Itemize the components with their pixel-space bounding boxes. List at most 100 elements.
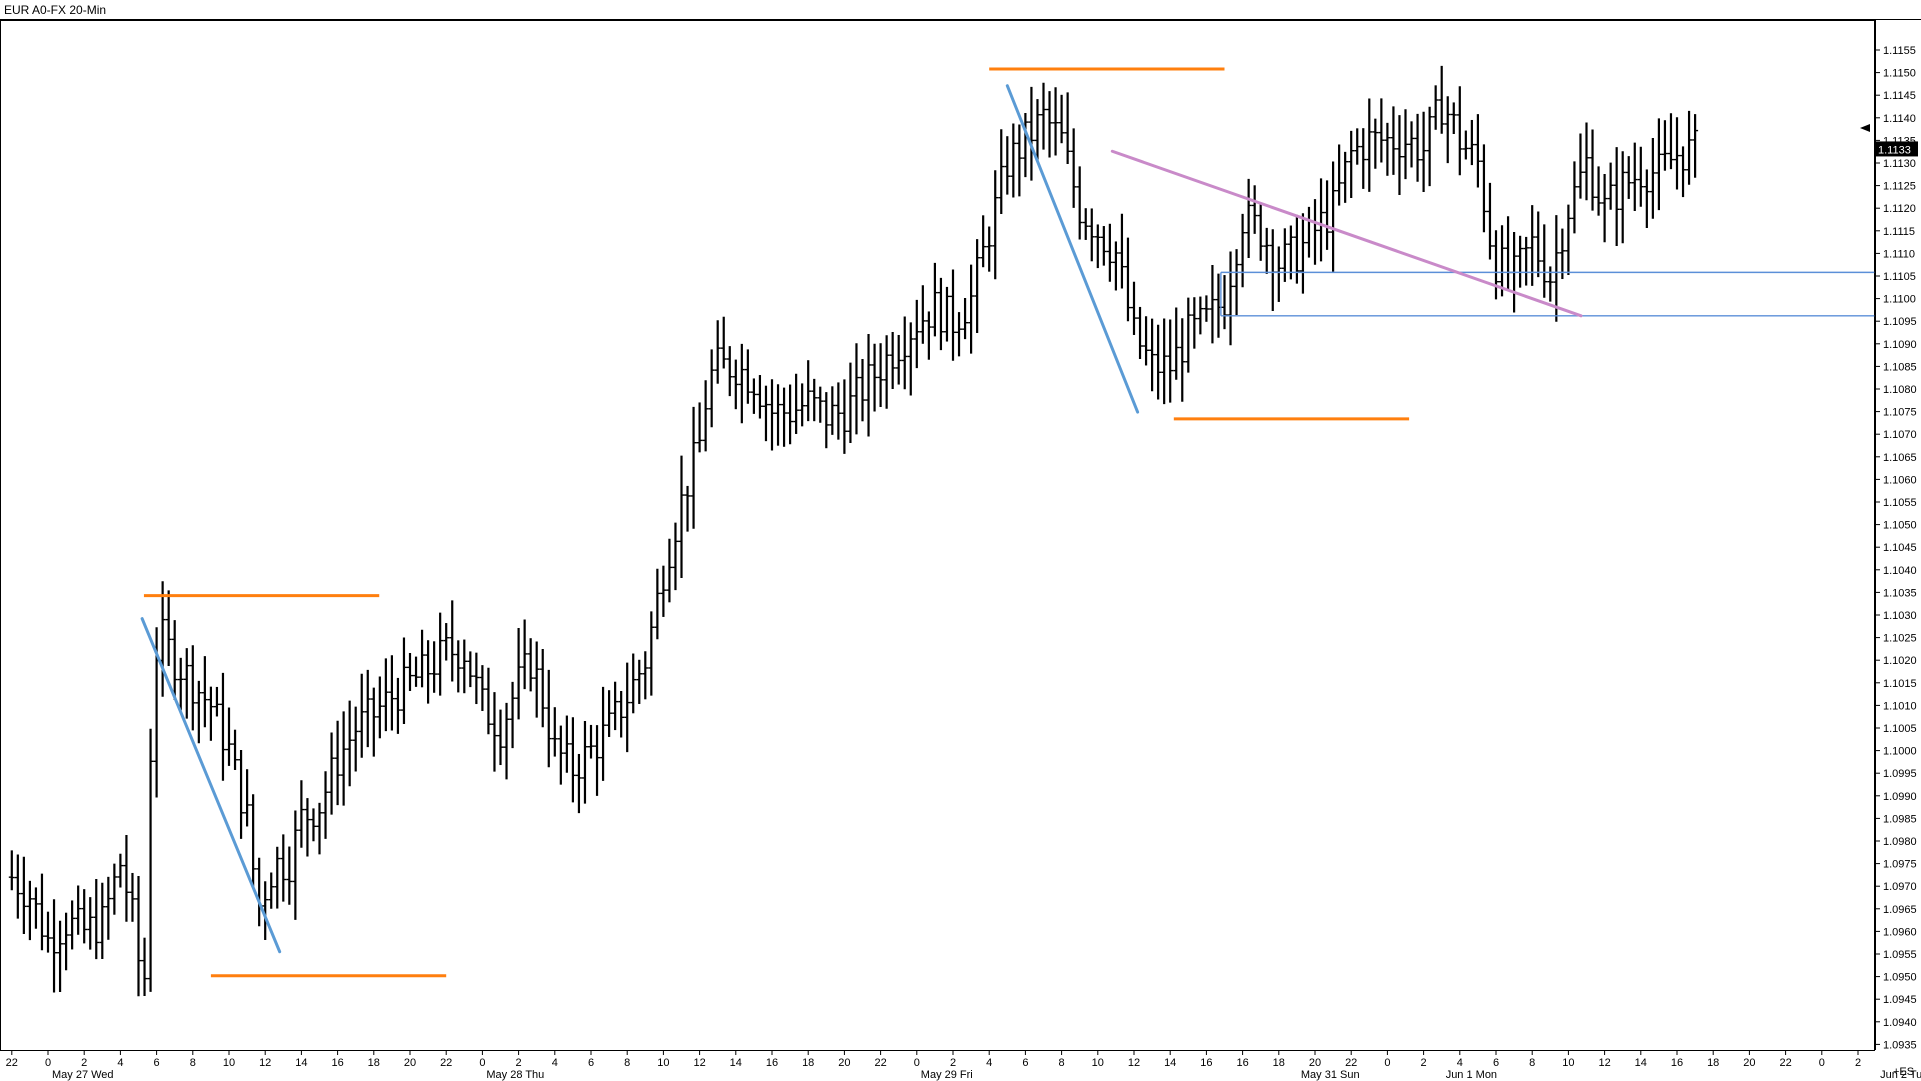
ohlc-bar <box>1535 211 1542 278</box>
ohlc-bar <box>32 887 39 929</box>
ohlc-bar <box>1058 94 1065 144</box>
ohlc-bar <box>304 798 311 857</box>
ohlc-bar <box>340 711 347 806</box>
hour-tick-label: 16 <box>766 1057 778 1069</box>
ohlc-bar <box>57 920 64 992</box>
ohlc-bar <box>262 881 269 940</box>
price-tick-label: 1.1020 <box>1883 655 1917 667</box>
hour-tick-label: 10 <box>223 1057 235 1069</box>
ohlc-bar <box>1076 166 1083 240</box>
price-tick-label: 1.0975 <box>1883 859 1917 871</box>
hour-tick-label: 20 <box>838 1057 850 1069</box>
hour-tick-label: 10 <box>1562 1057 1574 1069</box>
ohlc-bar <box>1185 297 1192 373</box>
ohlc-bar <box>1143 316 1150 366</box>
hour-tick-label: 4 <box>986 1057 992 1069</box>
price-tick-label: 1.0980 <box>1883 836 1917 848</box>
ohlc-bar <box>382 658 389 732</box>
ohlc-bar <box>1022 112 1029 178</box>
ohlc-bar <box>238 750 245 839</box>
ohlc-bar <box>1541 224 1548 298</box>
ohlc-bar <box>1088 208 1095 262</box>
price-tick-label: 1.1155 <box>1883 45 1916 57</box>
ohlc-bar <box>177 657 184 711</box>
ohlc-bar <box>527 638 534 692</box>
price-tick-label: 1.1115 <box>1883 226 1915 238</box>
ohlc-bar <box>1100 226 1107 266</box>
ohlc-bar <box>1571 161 1578 234</box>
last-price-label: 1.1133 <box>1878 144 1911 156</box>
ohlc-bar <box>762 385 769 442</box>
price-tick-label: 1.0950 <box>1883 972 1917 984</box>
ohlc-bar <box>594 725 601 796</box>
hour-tick-label: 8 <box>190 1057 196 1069</box>
ohlc-bar <box>8 850 15 891</box>
hour-tick-label: 10 <box>657 1057 669 1069</box>
ohlc-bar <box>117 853 124 888</box>
corner-label: +ES <box>1893 1066 1914 1078</box>
date-label: Jun 2 Tue <box>1880 1069 1921 1081</box>
price-tick-label: 1.1055 <box>1883 497 1917 509</box>
ohlc-bar <box>129 872 136 922</box>
hour-tick-label: 4 <box>552 1057 558 1069</box>
ohlc-bar <box>75 885 82 935</box>
ohlc-bar <box>1655 118 1662 211</box>
ohlc-bar <box>1372 118 1379 169</box>
price-tick-label: 1.1145 <box>1883 90 1916 102</box>
price-tick-label: 1.1120 <box>1883 203 1916 215</box>
ohlc-bar <box>461 639 468 694</box>
ohlc-bar <box>1565 204 1572 275</box>
ohlc-bar <box>1034 99 1041 161</box>
ohlc-bar <box>557 725 564 785</box>
ohlc-bar <box>1040 82 1047 150</box>
ohlc-bar <box>195 680 202 744</box>
last-price-marker: 1.1133 <box>1860 124 1918 157</box>
ohlc-bar <box>515 628 522 720</box>
ohlc-bar <box>732 359 739 410</box>
ohlc-bar <box>1131 281 1137 335</box>
ohlc-bar <box>606 690 613 737</box>
ohlc-bar <box>1167 319 1174 403</box>
ohlc-bar <box>998 129 1005 214</box>
ohlc-bar <box>871 343 878 412</box>
ohlc-bar <box>467 651 474 688</box>
ohlc-bar <box>581 721 588 804</box>
ohlc-bar <box>189 645 196 731</box>
price-tick-label: 1.1080 <box>1883 384 1917 396</box>
ohlc-bar <box>298 780 305 848</box>
ohlc-bar <box>545 669 552 768</box>
ohlc-bar <box>853 343 860 435</box>
ohlc-bar <box>141 937 148 996</box>
hour-tick-label: 0 <box>479 1057 485 1069</box>
ohlc-bar <box>292 810 299 920</box>
ohlc-bar <box>165 590 172 666</box>
ohlc-bar <box>817 386 824 423</box>
ohlc-bar <box>835 382 842 440</box>
ohlc-bar <box>1251 185 1258 234</box>
hour-tick-label: 16 <box>1236 1057 1248 1069</box>
price-tick-label: 1.1025 <box>1883 633 1917 645</box>
ohlc-bar <box>51 899 58 993</box>
ohlc-bar <box>1318 178 1325 262</box>
hour-tick-label: 8 <box>1059 1057 1065 1069</box>
price-tick-label: 1.1075 <box>1883 407 1917 419</box>
date-label: May 31 Sun <box>1301 1069 1360 1081</box>
ohlc-bar <box>1221 275 1228 330</box>
hour-tick-label: 2 <box>1421 1057 1427 1069</box>
ohlc-bar <box>738 343 745 424</box>
trendline <box>140 617 282 954</box>
ohlc-bar <box>859 358 866 422</box>
ohlc-bar <box>183 648 190 719</box>
ohlc-bar <box>1137 306 1144 359</box>
ohlc-bar <box>123 835 130 922</box>
time-axis: 22 0 2 4 6 8 10 12 14 16 18 20 22 0 2 4 6 8 10 12 14 16 18 20 22… <box>0 1050 1921 1081</box>
ohlc-bar <box>829 386 836 435</box>
ohlc-bar <box>1661 120 1668 171</box>
ohlc-bar <box>1438 65 1445 134</box>
hour-tick-label: 14 <box>1164 1057 1176 1069</box>
ohlc-bar <box>847 362 854 443</box>
ohlc-bar <box>1004 136 1011 195</box>
ohlc-bar <box>1118 213 1125 289</box>
